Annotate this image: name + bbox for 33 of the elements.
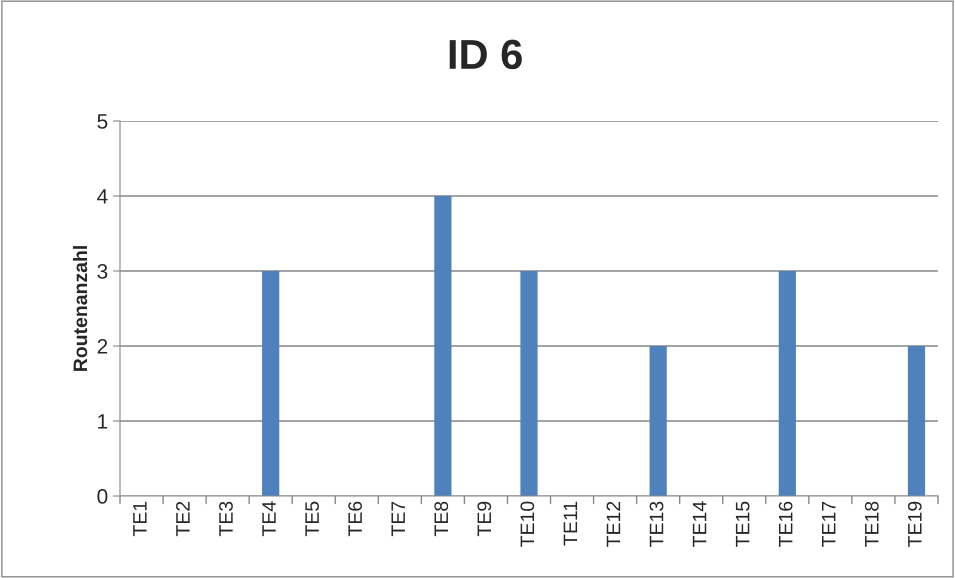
bar [520, 271, 538, 496]
y-tick-label: 0 [97, 489, 108, 504]
bar [908, 346, 926, 496]
x-tick-label: TE16 [778, 502, 793, 547]
bar [778, 271, 796, 496]
x-tick-label: TE13 [650, 502, 664, 547]
bar [434, 196, 452, 496]
y-tick-label: 5 [97, 114, 108, 129]
x-tick-label: TE2 [176, 502, 190, 536]
bar [650, 346, 667, 496]
x-tick-label: TE14 [692, 501, 706, 547]
chart-title: ID 6 [450, 40, 522, 70]
x-tick-label: TE17 [822, 502, 836, 547]
x-tick-label: TE5 [305, 502, 319, 536]
y-tick-label: 1 [98, 414, 108, 429]
x-tick-label: TE8 [434, 502, 448, 536]
x-tick-label: TE10 [520, 502, 534, 547]
x-tick-label: TE7 [391, 502, 405, 536]
x-tick-label: TE9 [477, 502, 492, 536]
bar [262, 271, 280, 496]
y-axis-title: Routenanzahl [72, 246, 88, 371]
x-tick-label: TE11 [564, 502, 578, 546]
y-tick-label: 2 [98, 339, 108, 354]
x-tick-label: TE1 [133, 502, 147, 536]
x-tick-label: TE12 [606, 502, 620, 547]
x-tick-label: TE4 [262, 501, 276, 536]
x-tick-label: TE6 [348, 502, 362, 536]
y-tick-label: 4 [97, 189, 108, 204]
x-tick-label: TE15 [736, 502, 750, 547]
y-tick-label: 3 [97, 264, 108, 279]
x-tick-label: TE18 [864, 502, 879, 547]
x-tick-label: TE19 [908, 502, 922, 547]
x-tick-label: TE3 [219, 502, 233, 536]
